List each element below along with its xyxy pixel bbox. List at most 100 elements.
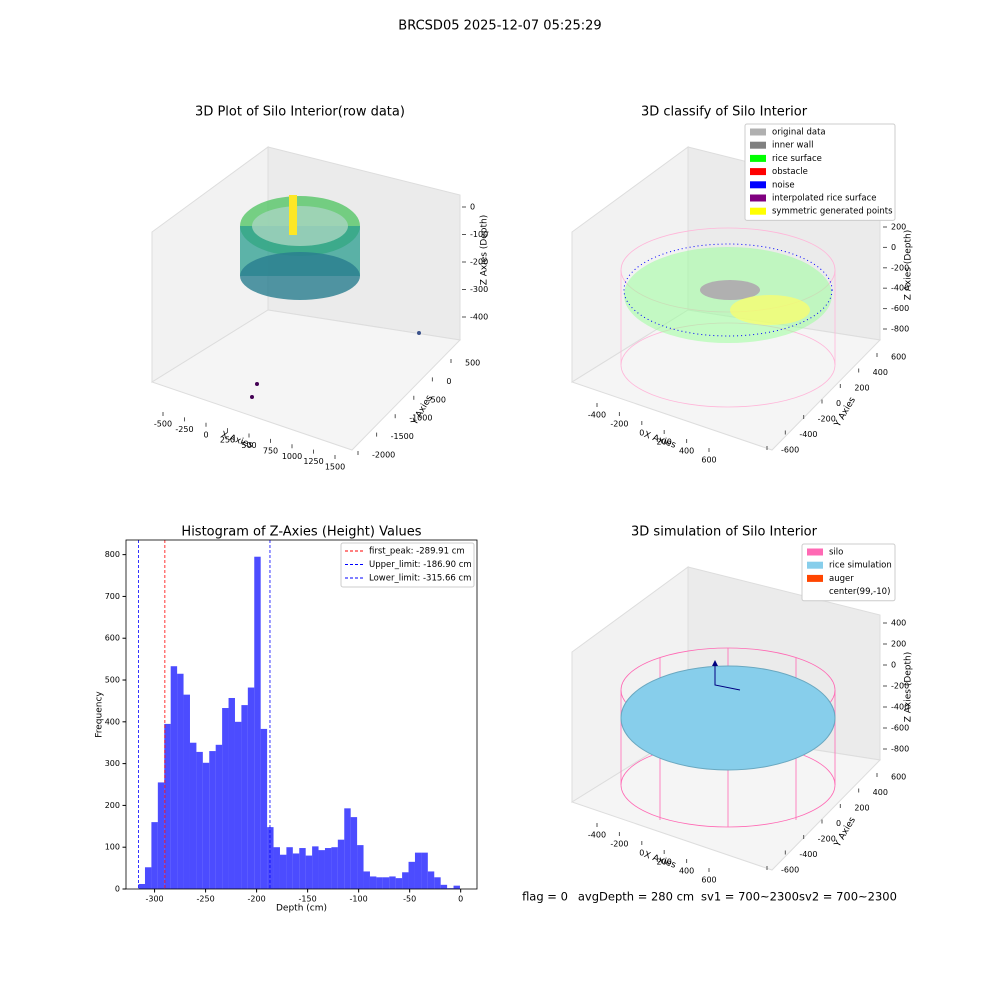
legend-label: Lower_limit: -315.66 cm — [369, 574, 471, 584]
legend-label: symmetric generated points — [772, 207, 893, 217]
y-tick-label: 600 — [891, 353, 906, 362]
y-tick-label: 200 — [105, 801, 120, 810]
y-tick-label: 100 — [105, 843, 120, 852]
bar — [196, 751, 203, 889]
legend-label: rice surface — [772, 154, 822, 164]
bar — [305, 855, 313, 889]
y-tick-label: 400 — [873, 368, 888, 377]
legend-label: noise — [772, 180, 795, 190]
y-tick-label: 0 — [115, 885, 120, 894]
bar — [222, 708, 229, 889]
legend-swatch — [750, 141, 766, 149]
legend-swatch — [807, 588, 823, 596]
y-tick-label: -600 — [781, 866, 799, 875]
y-tick-label: -1500 — [391, 432, 414, 441]
bar — [376, 877, 383, 889]
x-tick-label: -200 — [610, 420, 628, 429]
legend-label: silo — [829, 548, 843, 558]
y-tick-label: -500 — [428, 395, 446, 404]
subplot-title: 3D classify of Silo Interior — [641, 105, 808, 120]
bar — [350, 817, 358, 889]
x-tick-label: 0 — [458, 895, 463, 904]
legend-box — [801, 543, 896, 602]
bar — [414, 852, 422, 889]
bar — [189, 742, 197, 889]
y-tick-label: 600 — [105, 634, 120, 643]
figure-title: BRCSD05 2025-12-07 05:25:29 — [398, 19, 601, 34]
footer-text: sv1 = 700~2300 — [701, 890, 799, 904]
x-tick-label: -400 — [588, 831, 606, 840]
z-tick-label: 400 — [891, 619, 906, 628]
x-tick-label: 400 — [679, 867, 694, 876]
bar — [177, 673, 184, 889]
y-tick-label: 600 — [891, 773, 906, 782]
pane — [570, 309, 882, 451]
z-tick-label: -400 — [891, 703, 909, 712]
x-tick-label: 400 — [679, 447, 694, 456]
bar — [402, 872, 409, 889]
bar — [234, 721, 242, 889]
legend-swatch — [807, 574, 823, 582]
legend-swatch — [750, 128, 766, 136]
y-tick-label: -2000 — [372, 451, 395, 460]
x-tick-label: -200 — [610, 840, 628, 849]
bar — [363, 871, 370, 889]
axis-label: X Axies — [642, 850, 677, 871]
bar — [164, 723, 171, 889]
footer-text: avgDepth = 280 cm — [578, 890, 694, 904]
x-tick-label: -50 — [403, 895, 416, 904]
legend-label: auger — [829, 574, 854, 584]
y-tick-label: 800 — [105, 550, 120, 559]
legend-label: original data — [772, 128, 826, 138]
legend-label: center(99,-10) — [829, 587, 890, 597]
y-tick-label: -400 — [799, 430, 817, 439]
bar — [286, 847, 293, 889]
z-tick-label: -200 — [891, 263, 909, 272]
x-tick-label: -500 — [154, 420, 172, 429]
bar — [241, 705, 248, 889]
bar — [151, 822, 158, 889]
axis-label: Z Axies (Depth) — [480, 215, 490, 286]
z-tick-label: 0 — [891, 661, 896, 670]
bar — [273, 847, 280, 889]
bar — [292, 853, 300, 889]
bar — [215, 744, 223, 889]
y-axis-label: Frequency — [95, 691, 105, 738]
y-tick-label: -200 — [818, 415, 836, 424]
bar — [260, 728, 268, 889]
z-tick-label: -400 — [891, 284, 909, 293]
x-tick-label: -150 — [299, 895, 317, 904]
bar — [299, 848, 306, 889]
legend-box — [744, 123, 896, 221]
x-tick-label: 200 — [657, 438, 672, 447]
z-tick-label: -300 — [470, 285, 488, 294]
y-tick-label: 0 — [446, 377, 451, 386]
bar — [228, 697, 235, 889]
z-tick-label: -800 — [891, 325, 909, 334]
z-tick-label: -600 — [891, 724, 909, 733]
legend-label: Upper_limit: -186.90 cm — [369, 560, 472, 570]
legend-swatch — [750, 168, 766, 176]
subplot-title: 3D simulation of Silo Interior — [631, 525, 818, 540]
bar — [395, 878, 403, 889]
x-tick-label: 750 — [263, 446, 278, 455]
axis-label: X Axies — [642, 430, 677, 451]
z-tick-label: -400 — [470, 313, 488, 322]
x-tick-label: 250 — [220, 436, 235, 445]
z-tick-label: -100 — [470, 230, 488, 239]
bar — [202, 762, 210, 889]
legend-box — [340, 542, 475, 588]
bar — [254, 556, 261, 889]
legend-swatch — [750, 181, 766, 189]
z-tick-label: -800 — [891, 745, 909, 754]
y-tick-label: -1000 — [409, 414, 432, 423]
legend-swatch — [807, 561, 823, 569]
y-tick-label: 500 — [105, 676, 120, 685]
x-tick-label: -300 — [145, 895, 163, 904]
y-tick-label: -600 — [781, 446, 799, 455]
bar — [447, 888, 454, 889]
subplot-title: Histogram of Z-Axies (Height) Values — [181, 525, 421, 540]
x-tick-label: 0 — [203, 430, 208, 439]
x-tick-label: -100 — [350, 895, 368, 904]
bar — [434, 877, 441, 889]
